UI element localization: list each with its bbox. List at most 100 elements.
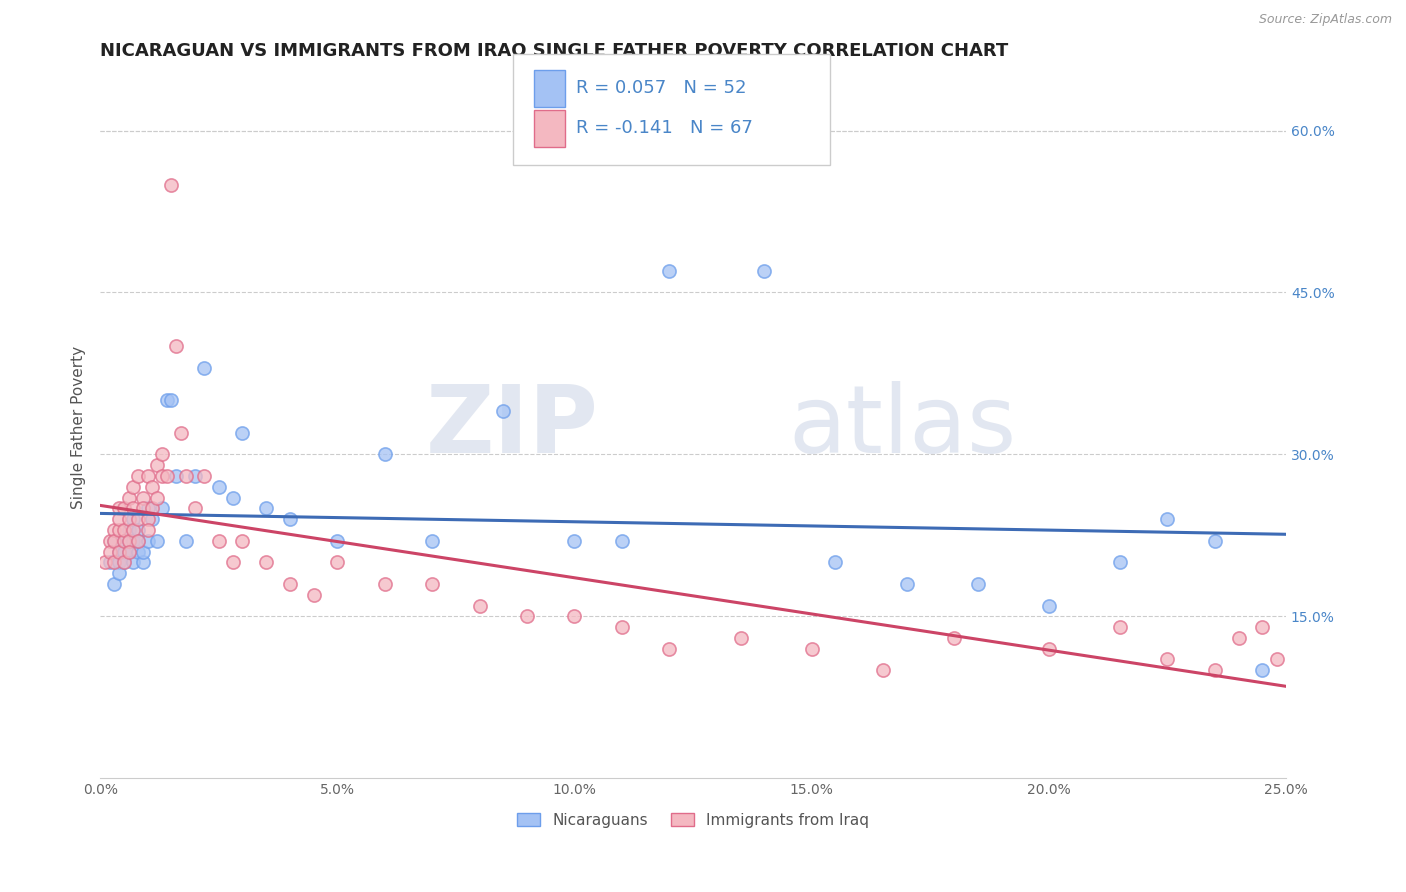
Point [872,663,894,677]
Point [174,469,197,483]
Point [184,501,207,516]
Text: atlas: atlas [787,382,1017,474]
Point [127,533,149,548]
Point [1204,533,1226,548]
Point [127,469,149,483]
Point [1038,641,1060,656]
Point [136,512,159,526]
Point [132,501,155,516]
Point [136,501,159,516]
Point [150,469,173,483]
Point [132,555,155,569]
Point [420,533,443,548]
Point [564,609,586,624]
Point [103,555,125,569]
Point [127,533,149,548]
Point [184,469,207,483]
Point [103,533,125,548]
Point [468,599,491,613]
Point [122,512,145,526]
Text: ZIP: ZIP [426,382,598,474]
Text: NICARAGUAN VS IMMIGRANTS FROM IRAQ SINGLE FATHER POVERTY CORRELATION CHART: NICARAGUAN VS IMMIGRANTS FROM IRAQ SINGL… [100,42,1008,60]
Point [117,523,139,537]
Point [117,533,139,548]
Point [155,393,177,408]
Point [302,588,325,602]
Point [1227,631,1250,645]
Point [160,178,183,192]
Point [160,393,183,408]
Point [564,533,586,548]
Point [108,523,131,537]
Point [122,523,145,537]
Point [108,512,131,526]
Point [658,641,681,656]
Point [165,339,187,353]
Point [278,512,301,526]
Point [943,631,966,645]
Point [208,533,231,548]
Point [231,533,253,548]
Text: Source: ZipAtlas.com: Source: ZipAtlas.com [1258,13,1392,27]
Point [117,544,139,558]
Point [610,620,633,634]
Y-axis label: Single Father Poverty: Single Father Poverty [72,346,86,509]
Point [136,533,159,548]
Point [278,577,301,591]
Point [1156,652,1178,666]
Point [254,555,277,569]
Point [610,533,633,548]
Point [108,544,131,558]
Point [193,469,215,483]
Point [141,512,163,526]
Point [1251,620,1274,634]
Point [141,480,163,494]
Point [146,533,169,548]
Point [824,555,846,569]
Point [374,447,396,461]
Point [1265,652,1288,666]
Point [1109,620,1132,634]
Point [108,555,131,569]
Point [112,533,135,548]
Point [1038,599,1060,613]
Point [231,425,253,440]
Point [112,501,135,516]
Point [132,491,155,505]
Point [94,555,117,569]
Point [254,501,277,516]
Point [117,512,139,526]
Point [170,425,193,440]
Point [122,555,145,569]
Point [98,544,121,558]
Point [127,544,149,558]
Point [165,469,187,483]
Point [122,533,145,548]
Point [222,555,245,569]
Point [222,491,245,505]
Point [112,533,135,548]
Point [108,566,131,581]
Point [800,641,823,656]
Point [132,544,155,558]
Point [127,523,149,537]
Point [141,501,163,516]
Point [127,512,149,526]
Point [117,544,139,558]
Point [146,491,169,505]
Point [112,544,135,558]
Point [420,577,443,591]
Point [122,501,145,516]
Point [117,491,139,505]
Point [174,533,197,548]
Text: R = -0.141   N = 67: R = -0.141 N = 67 [576,120,754,137]
Point [136,469,159,483]
Point [754,264,776,278]
Point [112,523,135,537]
Text: R = 0.057   N = 52: R = 0.057 N = 52 [576,79,747,97]
Point [150,501,173,516]
Point [326,555,349,569]
Point [117,533,139,548]
Point [112,555,135,569]
Point [108,544,131,558]
